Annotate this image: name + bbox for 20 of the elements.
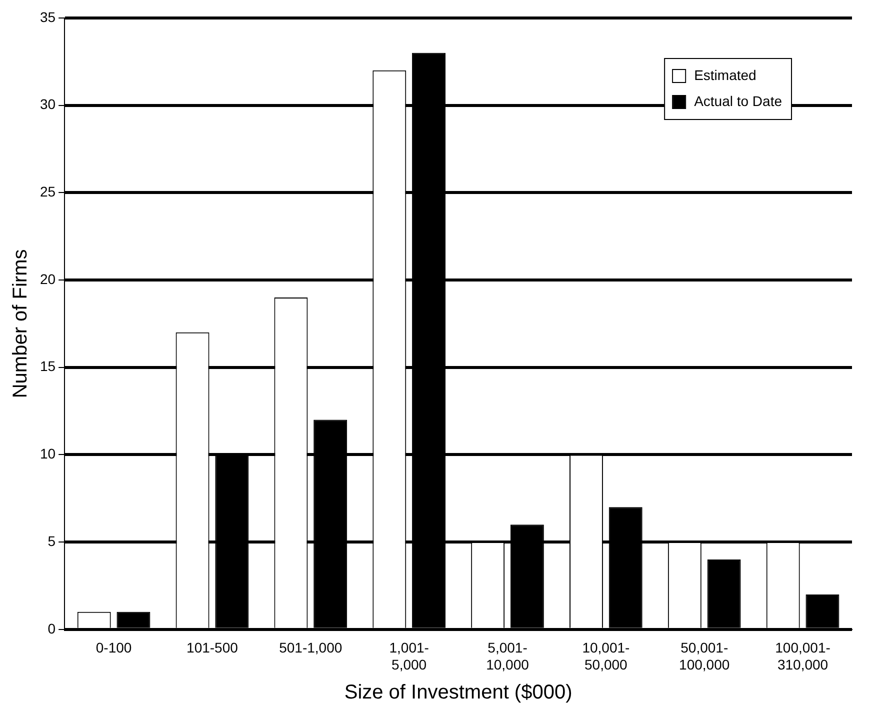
x-tick-label: 0-100 bbox=[96, 640, 132, 656]
x-tick-label: 1,001-5,000 bbox=[389, 640, 430, 672]
x-tick-label: 10,001-50,000 bbox=[582, 640, 630, 672]
y-tick-label: 10 bbox=[40, 446, 56, 462]
y-tick-label: 25 bbox=[40, 184, 56, 200]
x-tick-label: 5,001-10,000 bbox=[486, 640, 530, 672]
y-axis-title: Number of Firms bbox=[10, 249, 32, 398]
y-tick-label: 0 bbox=[48, 620, 56, 636]
x-axis-title: Size of Investment ($000) bbox=[344, 682, 572, 704]
legend-label: Actual to Date bbox=[694, 92, 782, 109]
x-tick-label: 101-500 bbox=[186, 640, 238, 656]
y-tick-label: 35 bbox=[40, 8, 56, 25]
y-tick-label: 30 bbox=[40, 96, 56, 112]
y-tick-label: 5 bbox=[48, 532, 56, 549]
x-tick-label: 50,001-100,000 bbox=[679, 640, 730, 672]
y-tick-label: 15 bbox=[40, 358, 56, 374]
x-tick-label: 501-1,000 bbox=[279, 640, 342, 656]
legend-label: Estimated bbox=[694, 66, 756, 83]
x-tick-label: 100,001-310,000 bbox=[775, 640, 831, 672]
y-tick-label: 20 bbox=[40, 270, 56, 287]
